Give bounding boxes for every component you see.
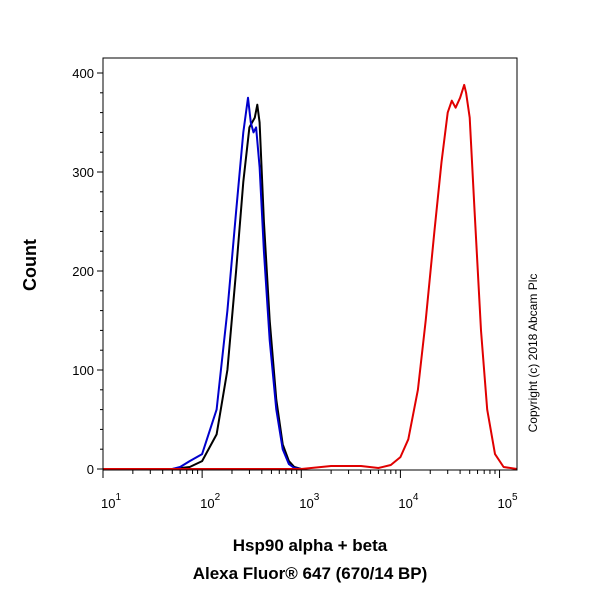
x-tick-exponent: 2 bbox=[215, 492, 221, 503]
x-tick-label: 102 bbox=[200, 492, 220, 511]
series-group bbox=[103, 83, 518, 470]
x-tick-base: 10 bbox=[299, 496, 313, 511]
y-tick-label: 200 bbox=[72, 264, 94, 279]
x-tick-exponent: 3 bbox=[314, 492, 320, 503]
x-tick-label: 101 bbox=[101, 492, 121, 511]
x-tick-label: 103 bbox=[299, 492, 319, 511]
series-line-1 bbox=[172, 103, 302, 470]
x-axis-title-line2: Alexa Fluor® 647 (670/14 BP) bbox=[193, 564, 428, 583]
y-tick-label: 300 bbox=[72, 165, 94, 180]
y-tick-group: 0 100 200 300 400 bbox=[72, 66, 103, 477]
x-tick-exponent: 5 bbox=[512, 492, 518, 503]
x-tick-base: 10 bbox=[498, 496, 512, 511]
y-tick-label: 100 bbox=[72, 363, 94, 378]
x-tick-group: 101 102 103 104 105 bbox=[101, 470, 518, 511]
x-tick-base: 10 bbox=[200, 496, 214, 511]
x-tick-base: 10 bbox=[101, 496, 115, 511]
copyright-notice: Copyright (c) 2018 Abcam Plc bbox=[526, 274, 540, 433]
y-axis-title: Count bbox=[20, 239, 40, 291]
series-line-2 bbox=[172, 96, 302, 470]
x-tick-exponent: 1 bbox=[115, 492, 121, 503]
x-axis-title-line1: Hsp90 alpha + beta bbox=[233, 536, 388, 555]
y-tick-label: 0 bbox=[87, 462, 94, 477]
series-line-3 bbox=[103, 83, 518, 470]
plot-frame bbox=[102, 57, 518, 471]
y-tick-label: 400 bbox=[72, 66, 94, 81]
x-tick-label: 104 bbox=[398, 492, 418, 511]
x-tick-exponent: 4 bbox=[413, 492, 419, 503]
x-tick-label: 105 bbox=[498, 492, 518, 511]
x-tick-base: 10 bbox=[398, 496, 412, 511]
